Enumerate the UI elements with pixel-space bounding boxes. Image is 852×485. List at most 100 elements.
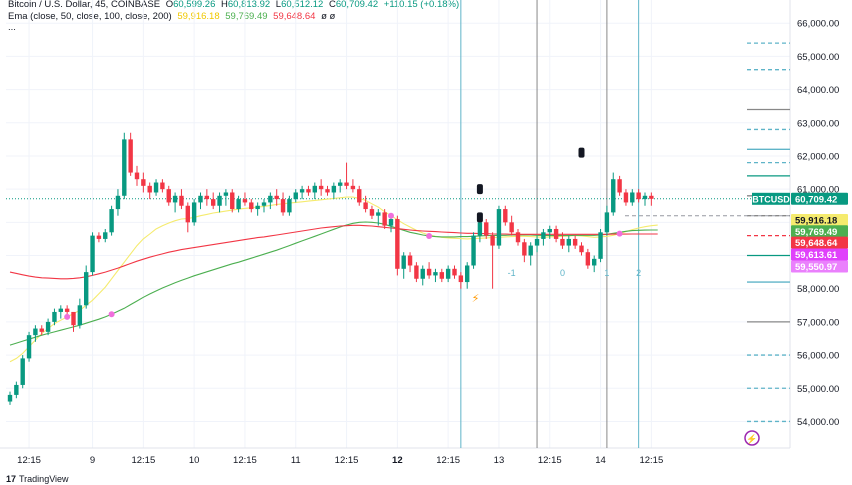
- candle: [185, 202, 190, 233]
- candle-body: [293, 192, 298, 200]
- candle-body: [58, 308, 63, 312]
- candle-body: [198, 195, 203, 203]
- tradingview-branding[interactable]: 17 TradingView: [6, 474, 69, 484]
- candle: [103, 228, 108, 243]
- price-tick-label: 63,000.00: [797, 118, 839, 129]
- candle: [191, 199, 197, 226]
- candle-body: [64, 308, 70, 312]
- candle: [318, 179, 324, 196]
- more-indicators[interactable]: ...: [8, 22, 16, 33]
- candle: [363, 195, 368, 213]
- candle-body: [452, 268, 457, 276]
- pivot-label: -1: [508, 268, 516, 278]
- candle: [604, 205, 610, 236]
- candle-body: [490, 235, 495, 246]
- candle-body: [134, 172, 140, 180]
- candle-body: [331, 185, 337, 193]
- candle-body: [7, 394, 13, 402]
- candle-body: [528, 245, 533, 256]
- candle-body: [84, 272, 89, 306]
- candle-body: [433, 272, 438, 276]
- candle: [84, 265, 89, 309]
- candle-body: [357, 189, 362, 203]
- candle-body: [280, 199, 286, 213]
- candle: [141, 172, 146, 193]
- time-tick-label: 12:15: [639, 455, 663, 466]
- candle: [598, 228, 603, 263]
- candle: [77, 298, 83, 329]
- candle: [223, 189, 229, 206]
- candle: [572, 235, 578, 249]
- candle-body: [579, 245, 584, 253]
- close-label: C: [328, 0, 336, 10]
- candle-body: [299, 189, 305, 193]
- candle: [45, 318, 51, 336]
- candle-body: [52, 311, 57, 322]
- candle-body: [242, 199, 248, 203]
- candle-body: [115, 195, 121, 210]
- candle: [522, 238, 527, 263]
- candle: [261, 199, 267, 213]
- signal-icon: [476, 212, 483, 223]
- pivot-label: 1: [604, 268, 609, 278]
- candle: [26, 331, 32, 362]
- candle: [7, 391, 13, 405]
- ema-extra: ø ø: [321, 11, 336, 22]
- cross-marker: [616, 230, 623, 237]
- candle: [236, 195, 241, 213]
- candle: [122, 132, 127, 200]
- candle-body: [249, 202, 254, 210]
- candle-body: [382, 212, 387, 226]
- ema-label[interactable]: Ema (close, 50, close, 100, close, 200): [8, 11, 172, 22]
- candle-body: [566, 238, 571, 246]
- candle: [52, 308, 57, 326]
- candle-body: [338, 182, 343, 186]
- price-tick-label: 58,000.00: [797, 284, 839, 295]
- candle: [255, 202, 260, 216]
- candle-body: [172, 195, 178, 203]
- candle: [382, 209, 387, 229]
- candle: [649, 192, 654, 206]
- candle: [71, 311, 76, 332]
- candle-body: [185, 205, 190, 223]
- symbol-name[interactable]: Bitcoin / U.S. Dollar, 45, COINBASE: [8, 0, 161, 10]
- time-tick-label: 13: [494, 455, 505, 466]
- candle: [134, 165, 140, 186]
- candle-body: [414, 265, 419, 279]
- time-tick-label: 9: [90, 455, 95, 466]
- candle-body: [141, 179, 146, 186]
- candle-body: [179, 195, 184, 206]
- change-value: +110.15 (+0.18%): [383, 0, 460, 10]
- candle-body: [96, 235, 102, 239]
- ema50-value: 59,916.18: [177, 11, 220, 22]
- time-tick-label: 14: [595, 455, 606, 466]
- lightning-icon: ⚡: [472, 292, 480, 305]
- time-tick-label: 12:15: [131, 455, 155, 466]
- ema200-value: 59,648.64: [273, 11, 316, 22]
- signal-icon: [578, 147, 585, 158]
- candle: [172, 192, 178, 213]
- candle-body: [128, 139, 133, 173]
- price-tag: 59,648.64: [795, 238, 838, 249]
- candle: [299, 185, 305, 200]
- candle-body: [369, 209, 375, 216]
- candle: [420, 265, 425, 286]
- candle: [230, 189, 235, 213]
- candle: [490, 232, 495, 289]
- low-label: L: [275, 0, 282, 10]
- price-tag-bg: [791, 192, 848, 205]
- candle-body: [255, 205, 260, 210]
- ema-line-ema50: [9, 196, 658, 363]
- price-tick-label: 64,000.00: [797, 85, 839, 96]
- candle: [617, 175, 622, 196]
- candle-body: [649, 195, 654, 199]
- candle: [579, 242, 584, 256]
- candle: [14, 381, 19, 399]
- candle: [426, 262, 432, 279]
- candle-body: [33, 328, 38, 336]
- candle: [465, 262, 470, 289]
- candle: [445, 265, 451, 283]
- candle: [503, 205, 508, 226]
- symbol-tag: BTCUSD: [752, 194, 790, 204]
